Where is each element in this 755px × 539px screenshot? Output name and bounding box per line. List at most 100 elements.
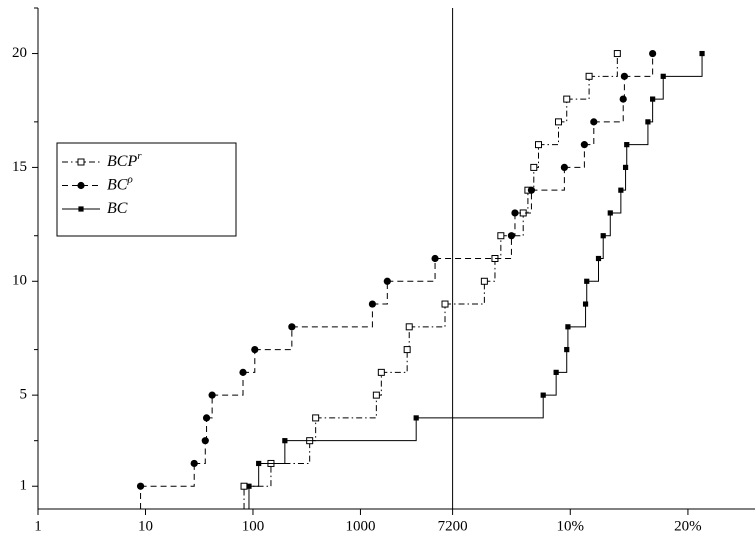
step-line	[603, 212, 611, 237]
marker	[540, 392, 546, 398]
y-tick-label: 10	[12, 273, 27, 289]
marker	[77, 158, 85, 166]
marker	[78, 206, 84, 212]
marker	[607, 210, 613, 216]
marker	[383, 277, 391, 285]
marker	[431, 254, 439, 263]
step-line	[589, 53, 618, 77]
marker	[497, 232, 505, 240]
step-line	[586, 258, 600, 282]
marker	[136, 482, 145, 490]
marker	[590, 118, 598, 126]
marker	[256, 460, 262, 467]
y-tick-label: 5	[20, 387, 28, 403]
step-line	[381, 349, 408, 373]
step-line	[584, 121, 595, 146]
step-line	[258, 440, 286, 464]
marker	[582, 301, 589, 307]
x-tick-label: 100	[242, 518, 265, 534]
step-line	[663, 53, 703, 77]
marker	[645, 119, 651, 125]
marker	[239, 368, 247, 376]
step-line	[291, 304, 373, 328]
marker	[620, 72, 628, 80]
marker	[624, 142, 630, 148]
x-tick-label: 10	[138, 518, 153, 534]
marker	[585, 72, 593, 80]
marker	[580, 141, 588, 149]
step-line	[564, 144, 585, 168]
marker	[507, 232, 516, 240]
step-line	[556, 349, 568, 373]
y-tick-label: 15	[12, 159, 27, 175]
marker	[600, 233, 606, 239]
marker	[372, 391, 380, 399]
step-line	[244, 463, 272, 487]
marker	[563, 95, 571, 103]
step-line	[625, 144, 628, 168]
legend-name: BC	[107, 176, 128, 193]
legend-sup: ρ	[126, 173, 132, 185]
marker	[530, 163, 538, 171]
marker	[553, 369, 559, 375]
step-line	[652, 76, 664, 100]
legend-label: BCPr	[107, 150, 142, 170]
marker	[527, 186, 536, 194]
step-line	[140, 463, 195, 487]
step-line	[248, 463, 260, 487]
marker	[282, 438, 288, 444]
step-line	[626, 121, 649, 146]
marker	[403, 346, 411, 354]
step-line	[567, 304, 587, 328]
y-tick-label: 1	[20, 478, 28, 494]
marker	[202, 414, 211, 422]
marker	[405, 323, 413, 331]
marker	[246, 483, 252, 489]
x-tick-label: 1000	[345, 518, 375, 534]
step-line	[566, 326, 569, 351]
marker	[377, 368, 385, 376]
step-line	[445, 281, 485, 305]
step-line	[284, 417, 417, 442]
step-line	[585, 281, 588, 305]
marker	[511, 209, 519, 217]
legend-box	[56, 142, 237, 237]
step-line	[620, 167, 627, 191]
marker	[584, 278, 590, 284]
marker	[413, 415, 419, 421]
step-line	[543, 372, 557, 396]
legend-label: BCρ	[107, 173, 133, 193]
marker	[208, 391, 216, 399]
marker	[595, 255, 602, 262]
marker	[660, 73, 666, 79]
marker	[622, 164, 629, 171]
step-line	[598, 235, 604, 259]
step-line	[372, 281, 388, 305]
marker	[441, 300, 449, 308]
step-line	[647, 99, 654, 123]
marker	[560, 163, 568, 172]
step-line	[624, 53, 654, 77]
x-tick-label: 7200	[438, 518, 468, 534]
step-line	[315, 395, 377, 419]
step-line	[593, 99, 624, 123]
marker	[618, 187, 624, 193]
x-tick-label: 10%	[557, 518, 585, 534]
marker	[251, 345, 259, 354]
x-tick-label: 20%	[674, 518, 702, 534]
marker	[368, 300, 377, 308]
legend-sup: r	[137, 150, 142, 162]
step-line	[531, 167, 565, 191]
marker	[650, 96, 656, 102]
legend-name: BC	[107, 200, 128, 217]
marker	[554, 118, 562, 126]
marker	[565, 324, 571, 330]
step-line	[254, 326, 293, 351]
marker	[240, 482, 248, 490]
step-line	[484, 258, 496, 282]
x-tick-label: 1	[34, 518, 42, 534]
legend-label: BC	[107, 200, 128, 217]
marker	[699, 50, 705, 57]
